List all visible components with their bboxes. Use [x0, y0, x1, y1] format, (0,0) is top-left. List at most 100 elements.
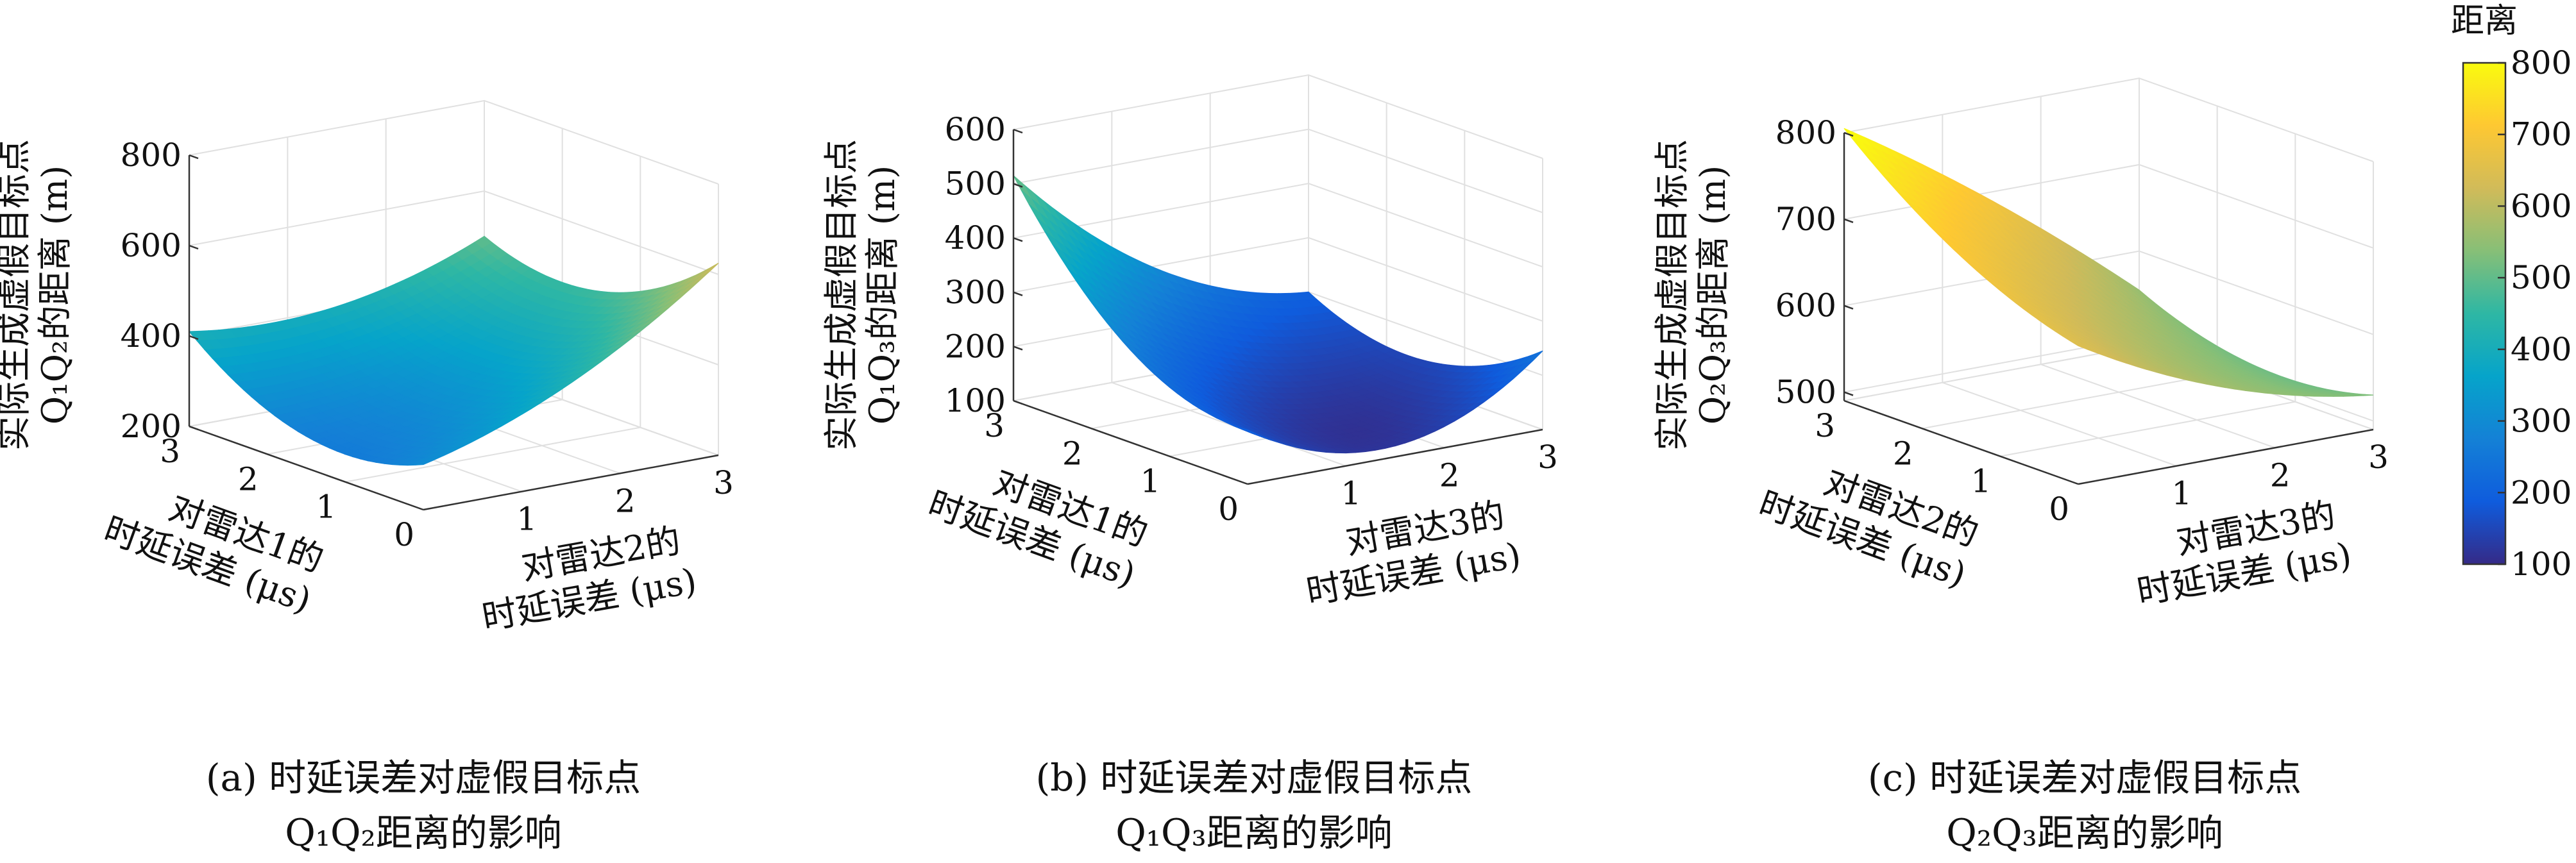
colorbar: 距离 100 200 300 400 500 600 700 800 [2451, 2, 2572, 583]
z-tick-label: 300 [945, 274, 1006, 311]
z-tick-label: 500 [1775, 374, 1836, 411]
surface-b [1013, 175, 1543, 454]
colorbar-tick-label: 800 [2511, 44, 2572, 81]
x-tick-label: 0 [2049, 490, 2069, 528]
x-tick-label: 2 [1062, 435, 1083, 472]
z-tick-mark [1013, 399, 1023, 405]
grid-line [1013, 128, 1543, 214]
grid-line [1922, 373, 2217, 430]
z-tick-label: 400 [121, 317, 182, 355]
z-tick-mark [1013, 237, 1023, 242]
y-tick-label: 2 [615, 482, 636, 519]
caption-a-line2: Q₁Q₂距离的影响 [285, 811, 562, 855]
y-axis-label: 对雷达2的时延误差 (μs) [471, 519, 699, 638]
colorbar-tick-label: 500 [2511, 259, 2572, 296]
colorbar-tick-label: 200 [2511, 474, 2572, 511]
z-tick-label: 800 [121, 137, 182, 174]
surface-c [1843, 128, 2374, 397]
y-axis-label: 对雷达3的时延误差 (μs) [2126, 493, 2354, 612]
grid-line [1013, 74, 1543, 159]
z-tick-mark [1843, 391, 1854, 396]
colorbar-tick-label: 300 [2511, 403, 2572, 440]
z-axis-label-line1: 实际生成虚假目标点 [1652, 139, 1692, 451]
colorbar-tick-label: 400 [2511, 331, 2572, 368]
surface-patch [700, 262, 719, 278]
surface-patch [415, 460, 434, 465]
z-tick-mark [189, 335, 199, 340]
x-tick-label: 0 [1218, 490, 1239, 528]
x-tick-label: 2 [238, 460, 258, 498]
x-tick-label: 1 [316, 489, 337, 526]
y-tick-label: 1 [516, 501, 537, 538]
z-tick-mark [189, 244, 199, 250]
y-tick-label: 1 [1341, 475, 1361, 512]
grid-line [1843, 346, 2140, 401]
z-tick-mark [1013, 128, 1023, 134]
caption-b-line1: (b) 时延误差对虚假目标点 [1035, 756, 1473, 800]
z-axis-label-line2: Q₁Q₂的距离 (m) [35, 165, 75, 424]
grid-line [1843, 77, 2374, 162]
z-axis-label-line2: Q₁Q₃的距离 (m) [862, 165, 902, 424]
y-axis-label: 对雷达3的时延误差 (μs) [1296, 493, 1523, 612]
z-tick-mark [189, 154, 199, 160]
z-tick-label: 600 [121, 227, 182, 264]
caption-c-line2: Q₂Q₃距离的影响 [1946, 811, 2223, 855]
z-tick-label: 800 [1775, 114, 1836, 151]
x-tick-label: 2 [1893, 435, 1913, 472]
caption-a-line1: (a) 时延误差对虚假目标点 [205, 756, 641, 800]
y-tick-label: 2 [2270, 457, 2291, 494]
x-axis-label: 对雷达1的时延误差 (μs) [923, 444, 1155, 596]
grid-line [345, 426, 641, 483]
z-tick-label: 600 [945, 111, 1006, 148]
x-tick-label: 1 [1140, 463, 1161, 500]
y-tick-label: 3 [1538, 439, 1558, 476]
y-tick-label: 3 [713, 464, 734, 501]
z-axis-label: 实际生成虚假目标点Q₁Q₂的距离 (m) [0, 139, 75, 451]
y-tick-label: 2 [1439, 457, 1460, 494]
caption-a: (a) 时延误差对虚假目标点 Q₁Q₂距离的影响 [6, 750, 840, 860]
grid-line [2000, 401, 2296, 457]
z-tick-mark [1843, 218, 1854, 224]
z-tick-label: 400 [945, 219, 1006, 256]
x-tick-label: 3 [984, 407, 1004, 444]
z-axis-label-line2: Q₂Q₃的距离 (m) [1693, 165, 1733, 424]
y-tick-label: 3 [2368, 439, 2389, 476]
grid-line [1111, 381, 1346, 467]
z-tick-mark [189, 425, 199, 431]
z-tick-label: 500 [945, 165, 1006, 203]
x-tick-label: 0 [394, 516, 414, 553]
y-axis-line [423, 454, 719, 511]
y-axis-line [2078, 428, 2374, 485]
caption-b-line2: Q₁Q₃距离的影响 [1115, 811, 1393, 855]
caption-b: (b) 时延误差对虚假目标点 Q₁Q₃距离的影响 [837, 750, 1671, 860]
y-tick-label: 1 [2171, 475, 2192, 512]
z-axis-label-line1: 实际生成虚假目标点 [821, 139, 861, 451]
colorbar-gradient [2462, 62, 2507, 566]
caption-c-line1: (c) 时延误差对虚假目标点 [1867, 756, 2302, 800]
x-tick-label: 3 [160, 433, 180, 470]
colorbar-title: 距离 [2451, 2, 2518, 40]
colorbar-tick-label: 100 [2511, 546, 2572, 583]
colorbar-tick-label: 700 [2511, 116, 2572, 153]
z-tick-label: 200 [945, 328, 1006, 365]
z-axis-label: 实际生成虚假目标点Q₂Q₃的距离 (m) [1652, 139, 1733, 451]
x-axis-label: 对雷达1的时延误差 (μs) [99, 469, 331, 621]
x-axis-line [1843, 399, 2079, 485]
x-axis-label: 对雷达2的时延误差 (μs) [1754, 444, 1986, 596]
z-tick-label: 200 [121, 408, 182, 445]
grid-line [1942, 381, 2177, 467]
z-axis-label: 实际生成虚假目标点Q₁Q₃的距离 (m) [821, 139, 902, 451]
z-axis-label-line1: 实际生成虚假目标点 [0, 139, 34, 451]
x-tick-label: 3 [1815, 407, 1835, 444]
z-tick-label: 700 [1775, 201, 1836, 238]
x-axis-line [189, 425, 424, 511]
caption-c: (c) 时延误差对虚假目标点 Q₂Q₃距离的影响 [1668, 750, 2502, 860]
z-tick-mark [1843, 305, 1854, 310]
colorbar-tick-label: 600 [2511, 187, 2572, 224]
